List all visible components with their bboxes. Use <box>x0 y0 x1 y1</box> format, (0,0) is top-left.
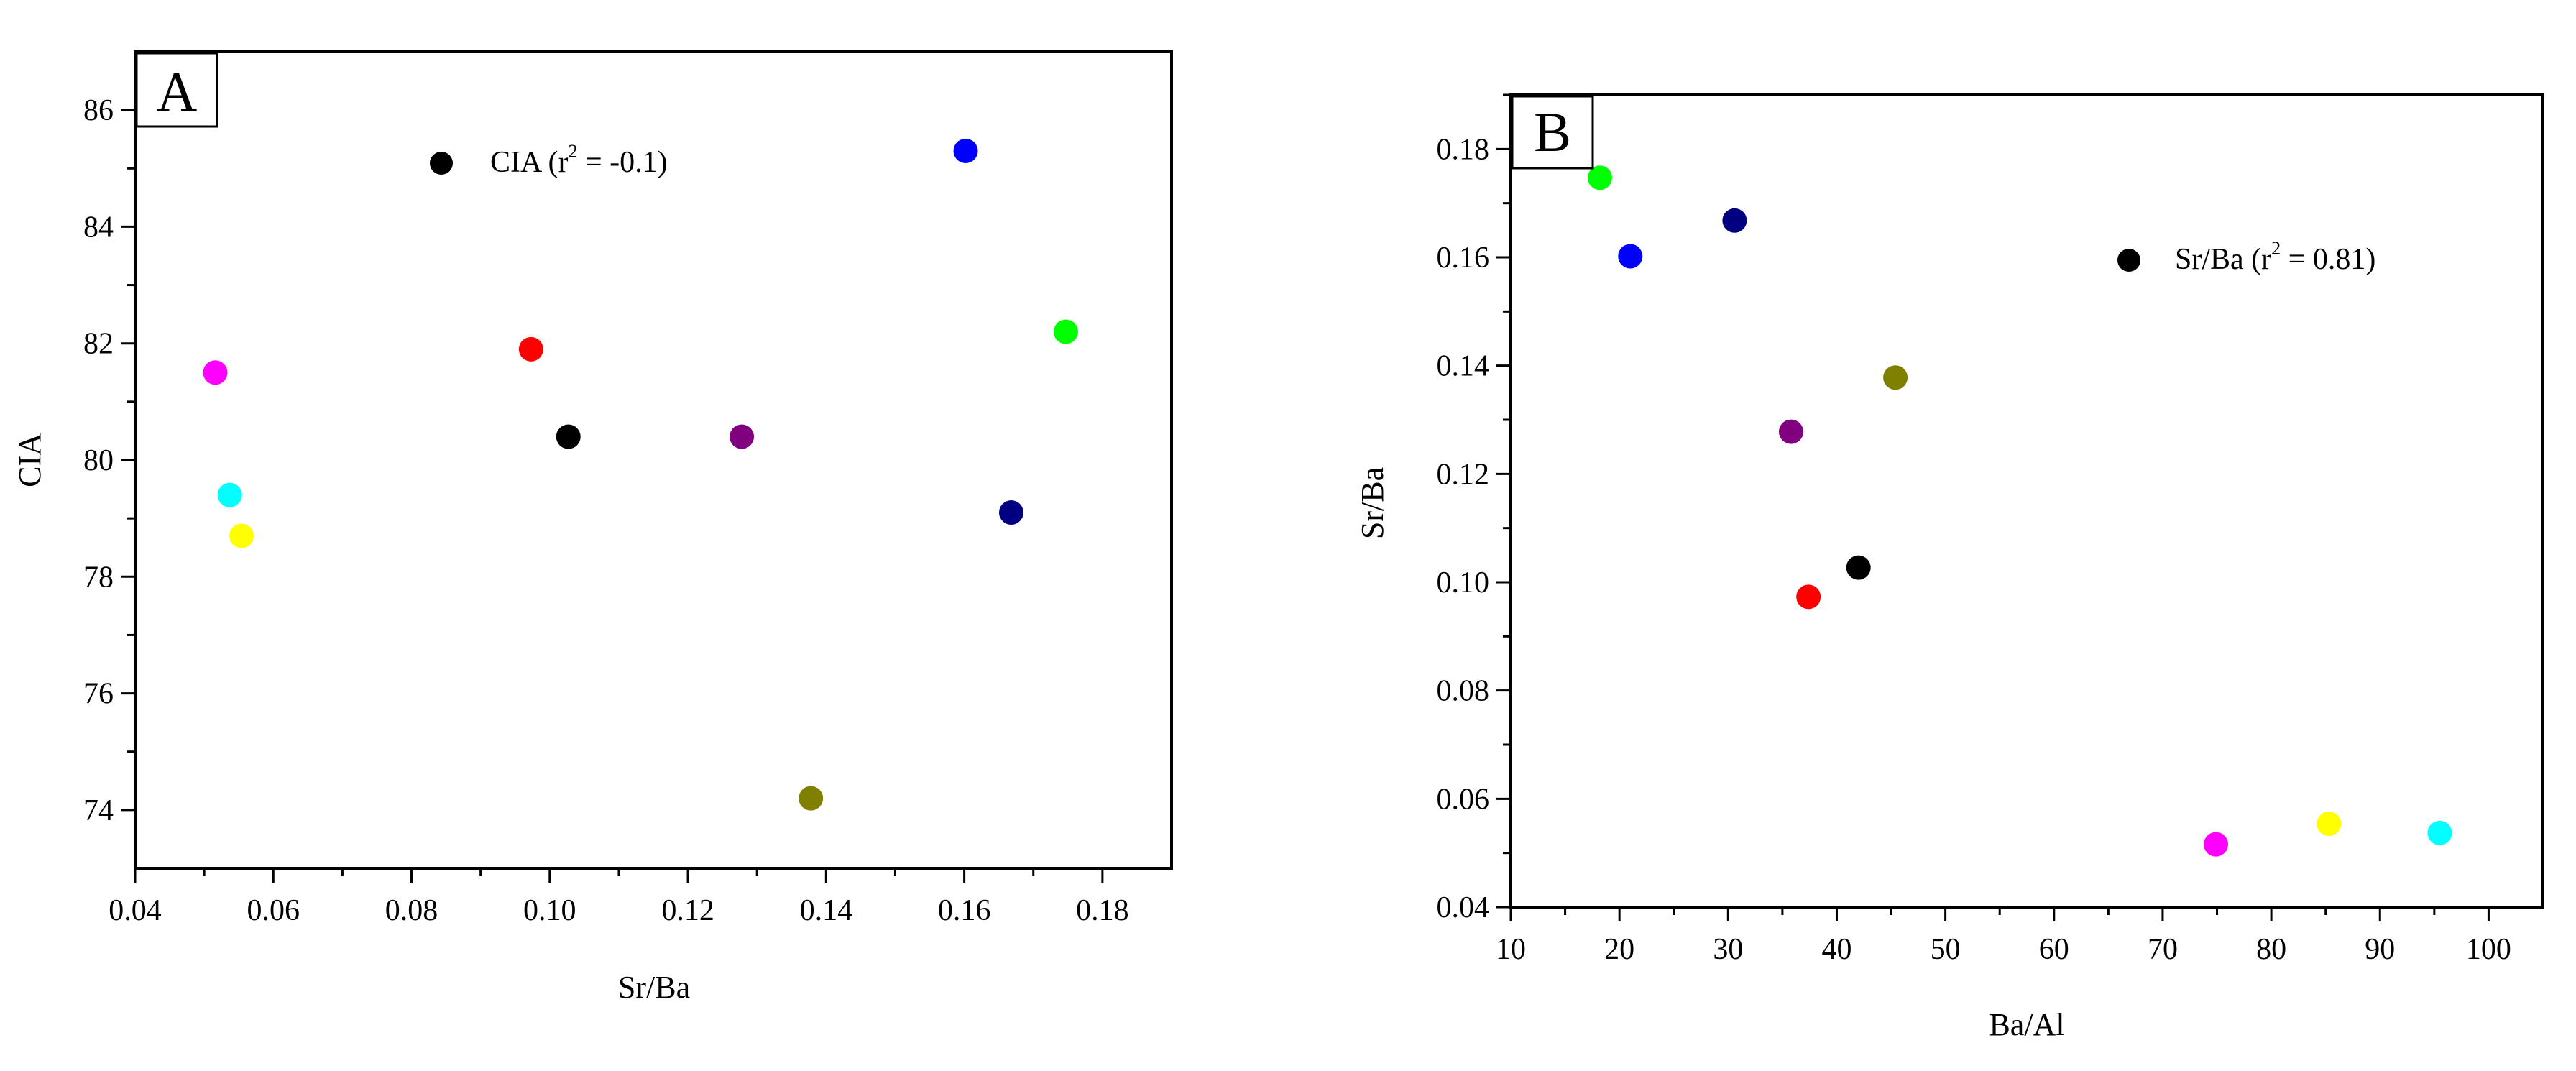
panel-label-box <box>1511 95 1594 170</box>
legend-label: Sr/Ba (r2 = 0.81) <box>2175 238 2375 276</box>
x-axis-label: Ba/Al <box>1989 1007 2064 1042</box>
y-tick-label: 0.04 <box>1437 891 1490 924</box>
x-tick-label: 0.04 <box>109 894 162 927</box>
x-tick-label: 0.10 <box>523 894 576 927</box>
x-axis: 10 20 30 40 50 60 70 80 90 100 <box>1496 907 2511 966</box>
x-tick-label: 0.18 <box>1076 894 1129 927</box>
y-tick-label: 0.12 <box>1437 458 1490 491</box>
data-point <box>2317 811 2342 836</box>
data-point <box>998 500 1024 525</box>
panel-label-box <box>135 52 218 128</box>
data-point <box>556 424 581 449</box>
x-tick-label: 0.06 <box>247 894 300 927</box>
x-tick-label: 30 <box>1713 933 1743 966</box>
legend-label: CIA (r2 = -0.1) <box>490 141 668 179</box>
y-tick-label: 0.18 <box>1437 133 1490 166</box>
chart-panel-b: 10 20 30 40 50 60 70 80 90 100 0.040.060.080.100.… <box>1355 93 2544 1042</box>
x-tick-label: 50 <box>1931 933 1961 966</box>
plot-frame <box>1509 93 2544 909</box>
data-point <box>799 786 824 811</box>
x-tick-label: 100 <box>2466 933 2511 966</box>
data-points <box>1587 165 2452 857</box>
data-point <box>1778 419 1803 444</box>
data-point <box>1053 319 1078 344</box>
y-axis-label: Sr/Ba <box>1355 467 1390 539</box>
x-tick-label: 90 <box>2365 933 2395 966</box>
y-axis: 74 76 78 80 82 84 86 <box>83 94 135 827</box>
x-tick-label: 60 <box>2039 933 2069 966</box>
y-tick-label: 0.10 <box>1437 566 1490 599</box>
x-tick-label: 0.16 <box>938 894 991 927</box>
data-point <box>2204 832 2229 857</box>
legend: Sr/Ba (r2 = 0.81) <box>2117 238 2375 276</box>
x-axis-label: Sr/Ba <box>618 970 690 1005</box>
data-point <box>953 138 978 163</box>
data-point <box>730 424 755 449</box>
legend: CIA (r2 = -0.1) <box>430 141 668 179</box>
x-axis: 0.04 0.06 0.08 0.10 0.12 0.14 0.16 0.18 <box>109 868 1129 927</box>
data-point <box>217 482 242 507</box>
data-point <box>518 336 543 362</box>
panel-label: B <box>1534 101 1571 163</box>
data-point <box>1587 165 1612 190</box>
y-tick-label: 0.08 <box>1437 675 1490 708</box>
data-point <box>1883 365 1908 390</box>
y-tick-label: 84 <box>83 211 114 244</box>
y-tick-label: 80 <box>83 444 114 477</box>
legend-marker <box>430 152 453 175</box>
data-point <box>1846 555 1871 580</box>
panel-label: A <box>157 60 197 123</box>
x-tick-label: 80 <box>2256 933 2286 966</box>
y-tick-label: 0.16 <box>1437 242 1490 275</box>
x-tick-label: 70 <box>2148 933 2178 966</box>
data-point <box>2427 820 2452 845</box>
data-point <box>1618 244 1643 269</box>
y-axis: 0.04 0.06 0.08 0.10 0.12 0.14 0.16 0.18 <box>1437 93 1511 924</box>
y-tick-label: 86 <box>83 94 114 127</box>
y-axis-label: CIA <box>12 433 47 487</box>
y-tick-label: 0.14 <box>1437 350 1490 383</box>
chart-panel-a: 0.04 0.06 0.08 0.10 0.12 0.14 0.16 0.18 74 76 78 8… <box>12 50 1173 1005</box>
data-point <box>229 523 254 548</box>
x-tick-label: 10 <box>1496 933 1526 966</box>
data-point <box>1796 584 1821 610</box>
x-tick-label: 0.14 <box>800 894 853 927</box>
x-tick-label: 0.08 <box>385 894 438 927</box>
x-tick-label: 0.12 <box>661 894 714 927</box>
data-point <box>1722 208 1747 233</box>
y-tick-label: 82 <box>83 328 114 361</box>
data-points <box>203 138 1078 811</box>
legend-marker <box>2117 249 2140 272</box>
y-tick-label: 78 <box>83 561 114 594</box>
data-point <box>203 360 228 385</box>
y-tick-label: 0.06 <box>1437 783 1490 816</box>
x-tick-label: 40 <box>1821 933 1852 966</box>
y-tick-label: 76 <box>83 678 114 711</box>
y-tick-label: 74 <box>83 794 114 827</box>
x-tick-label: 20 <box>1604 933 1634 966</box>
